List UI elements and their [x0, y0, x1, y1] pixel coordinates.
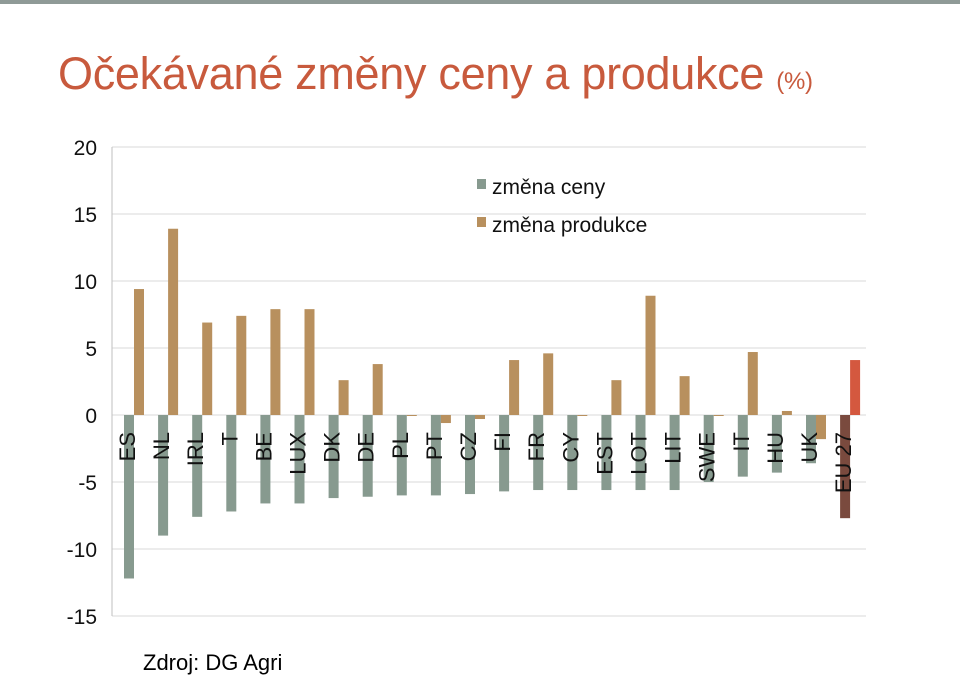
bar-price-de — [362, 415, 373, 497]
y-tick-label: -5 — [78, 472, 97, 495]
bar-price-lit — [669, 415, 680, 491]
bar-production-nl — [168, 228, 179, 415]
x-tick-label: BE — [251, 432, 276, 461]
bar-production-it — [747, 352, 758, 415]
y-tick-label: 20 — [74, 137, 97, 160]
legend-swatch-production — [477, 217, 486, 227]
bar-price-fi — [499, 415, 510, 492]
bar-production-cy — [577, 415, 588, 416]
x-tick-label: CZ — [456, 432, 481, 461]
x-axis-labels: ES NL IRL T BE LUX DK DE PL PT CZ FI FR CY EST LOT LIT SW… — [115, 432, 856, 493]
bar-price-irl — [192, 415, 203, 517]
title-text: Očekávané změny ceny a produkce — [58, 48, 765, 99]
x-tick-label: PL — [388, 432, 413, 459]
legend-swatch-price — [477, 179, 486, 189]
x-tick-label: LUX — [286, 432, 311, 475]
legend-label-production: změna produkce — [492, 214, 647, 237]
bar-price-t — [226, 415, 237, 512]
legend: změna ceny změna produkce — [477, 176, 647, 237]
bar-production-t — [236, 315, 247, 415]
bar-production-irl — [202, 322, 213, 415]
bar-production-lot — [645, 295, 656, 415]
bar-production-pl — [406, 415, 417, 416]
x-tick-label: ES — [115, 432, 140, 461]
bar-price-hu — [771, 415, 782, 473]
bar-production-pt — [440, 415, 451, 424]
x-tick-label: LIT — [661, 432, 686, 464]
bar-production-be — [270, 309, 281, 415]
bar-production-swe — [713, 415, 724, 416]
bar-production-hu — [781, 410, 792, 415]
y-tick-label: 5 — [85, 338, 97, 361]
bar-production-dk — [338, 380, 349, 415]
bar-price-swe — [703, 415, 714, 482]
x-tick-label: NL — [149, 432, 174, 460]
bar-price-fr — [533, 415, 544, 491]
x-tick-label: HU — [763, 432, 788, 464]
y-tick-label: 0 — [85, 405, 97, 428]
x-tick-label: FI — [490, 432, 515, 452]
bar-production-uk — [816, 415, 826, 440]
bar-price-cy — [567, 415, 578, 491]
bar-price-lot — [635, 415, 646, 491]
bar-price-est — [601, 415, 612, 491]
bar-production-es — [134, 289, 144, 415]
x-tick-label: DE — [354, 432, 379, 463]
bar-price-lux — [294, 415, 305, 504]
bar-price-uk — [806, 415, 816, 464]
bar-production-fi — [509, 360, 520, 415]
bar-production-est — [611, 380, 622, 415]
bar-production-lit — [679, 376, 690, 415]
x-tick-label: UK — [797, 432, 822, 463]
y-tick-label: 15 — [74, 204, 97, 227]
legend-label-price: změna ceny — [492, 176, 606, 199]
bars — [124, 228, 861, 579]
bar-production-de — [372, 364, 383, 415]
top-rule — [0, 0, 960, 4]
bar-production-cz — [475, 415, 485, 420]
bar-price-es — [124, 415, 134, 579]
x-tick-label: SWE — [695, 432, 720, 482]
bar-price-pt — [430, 415, 441, 496]
x-tick-label: IT — [729, 432, 754, 452]
x-tick-label: FR — [524, 432, 549, 461]
bar-production-eu-27 — [850, 360, 861, 415]
x-tick-label: PT — [422, 432, 447, 460]
source-note: Zdroj: DG Agri — [143, 650, 283, 675]
y-axis-ticks: 20 15 10 5 0 -5 -10 -15 — [67, 137, 97, 629]
bar-price-be — [260, 415, 271, 504]
bar-price-pl — [396, 415, 407, 496]
y-tick-label: -10 — [67, 539, 97, 562]
bar-price-cz — [465, 415, 475, 495]
bar-production-lux — [304, 309, 315, 415]
x-tick-label: EST — [592, 432, 617, 475]
bar-production-fr — [543, 353, 554, 415]
y-tick-label: 10 — [74, 271, 97, 294]
x-tick-label: EU 27 — [831, 432, 856, 493]
page-title: Očekávané změny ceny a produkce (%) — [58, 48, 813, 100]
y-tick-label: -15 — [67, 606, 97, 629]
bar-price-nl — [158, 415, 169, 536]
bar-price-dk — [328, 415, 339, 499]
x-tick-label: DK — [320, 432, 345, 463]
title-unit: (%) — [776, 68, 813, 95]
x-tick-label: T — [217, 432, 242, 445]
x-tick-label: CY — [558, 432, 583, 463]
bar-price-it — [737, 415, 748, 477]
bar-price-eu-27 — [840, 415, 851, 519]
x-tick-label: LOT — [627, 432, 652, 475]
x-tick-label: IRL — [183, 432, 208, 466]
